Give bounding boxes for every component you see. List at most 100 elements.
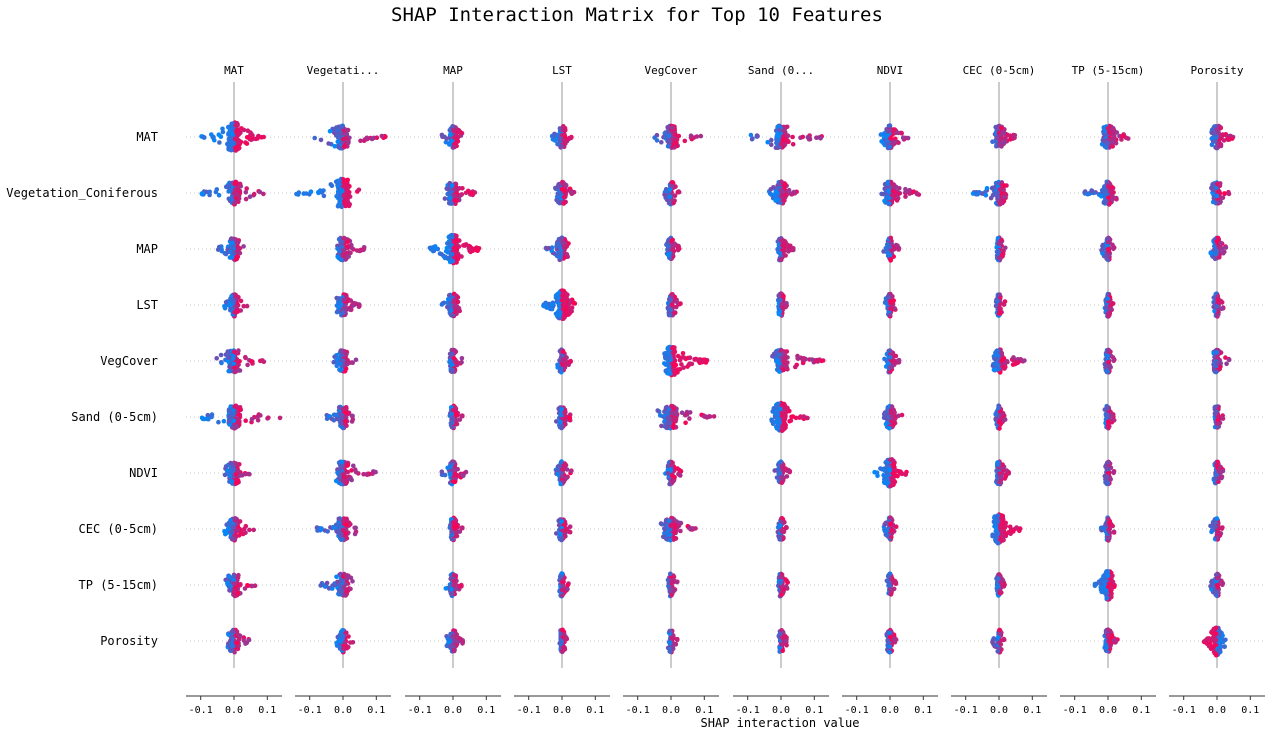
shap-point	[243, 418, 248, 424]
shap-point	[662, 192, 667, 198]
cell-swarm	[439, 291, 463, 319]
shap-point	[349, 242, 354, 248]
shap-point	[1225, 136, 1230, 141]
shap-point	[994, 298, 1000, 304]
shap-point	[241, 303, 246, 309]
shap-point	[231, 190, 237, 196]
shap-point	[888, 235, 894, 241]
shap-point	[334, 309, 340, 315]
shap-point	[879, 139, 884, 144]
shap-point	[238, 298, 244, 304]
shap-point	[244, 135, 250, 140]
cell-swarm	[994, 235, 1008, 263]
shap-point	[780, 366, 786, 372]
shap-point	[896, 140, 901, 145]
row-label: VegCover	[100, 354, 158, 368]
shap-point	[790, 134, 795, 140]
shap-point	[786, 139, 791, 144]
shap-point	[780, 243, 785, 248]
shap-point	[671, 363, 677, 368]
shap-point	[334, 363, 340, 369]
cell-swarm	[662, 344, 710, 378]
shap-point	[474, 247, 479, 253]
column-label: Porosity	[1191, 64, 1244, 77]
shap-point	[778, 257, 784, 262]
shap-point	[217, 140, 222, 145]
shap-point	[776, 352, 782, 358]
shap-point	[1107, 129, 1112, 135]
shap-point	[997, 187, 1003, 192]
shap-point	[675, 247, 681, 252]
shap-point	[888, 306, 893, 312]
shap-point	[462, 242, 467, 248]
shap-point	[907, 187, 912, 193]
shap-point	[444, 186, 450, 191]
shap-point	[1114, 197, 1119, 202]
shap-point	[449, 308, 454, 313]
shap-point	[1226, 357, 1232, 363]
shap-point	[219, 360, 224, 366]
shap-point	[228, 249, 233, 255]
shap-point	[357, 248, 363, 254]
shap-point	[450, 124, 455, 129]
shap-point	[571, 300, 577, 306]
cell-swarm	[775, 291, 789, 318]
shap-point	[219, 248, 224, 254]
cell-swarm	[543, 235, 571, 263]
column-label: VegCover	[645, 64, 698, 77]
shap-point	[1125, 136, 1131, 141]
shap-point	[677, 357, 683, 363]
shap-point	[667, 194, 673, 200]
shap-point	[220, 129, 226, 135]
shap-point	[1213, 135, 1219, 140]
shap-point	[449, 233, 454, 239]
shap-point	[1089, 188, 1095, 194]
shap-point	[1000, 358, 1005, 363]
shap-point	[199, 415, 205, 421]
shap-point	[214, 356, 219, 361]
shap-point	[1208, 250, 1214, 256]
shap-point	[232, 292, 238, 297]
shap-point	[1100, 243, 1105, 249]
shap-point	[666, 306, 671, 312]
shap-point	[1111, 190, 1116, 195]
shap-point	[558, 254, 563, 260]
x-tick-label: 0.0	[334, 705, 352, 716]
shap-point	[232, 349, 237, 355]
shap-point	[560, 359, 566, 364]
shap-point	[237, 181, 243, 187]
shap-point	[444, 136, 449, 141]
x-tick-label: 0.1	[586, 705, 604, 716]
row-label: LST	[136, 298, 158, 312]
shap-point	[1214, 193, 1220, 199]
shap-point	[774, 358, 780, 364]
shap-point	[248, 130, 253, 135]
shap-point	[777, 369, 782, 374]
shap-point	[887, 201, 892, 206]
row-label: MAP	[136, 242, 158, 256]
shap-point	[790, 191, 795, 196]
shap-point	[255, 418, 261, 423]
shap-point	[335, 139, 341, 145]
shap-point	[669, 238, 675, 244]
shap-point	[806, 137, 812, 142]
shap-point	[976, 190, 982, 196]
shap-point	[559, 236, 564, 241]
row-label: Sand (0-5cm)	[71, 410, 158, 424]
x-tick-label: -0.1	[189, 705, 213, 716]
x-tick-label: 0.1	[1023, 705, 1041, 716]
shap-point	[551, 134, 557, 139]
shap-point	[212, 137, 217, 143]
row-label: MAT	[136, 130, 158, 144]
shap-point	[793, 364, 798, 370]
shap-point	[888, 258, 893, 263]
cell-swarm	[990, 347, 1027, 375]
shap-point	[1219, 246, 1225, 251]
shap-point	[261, 191, 266, 197]
shap-point	[352, 301, 357, 306]
shap-point	[546, 245, 551, 251]
column-label: Sand (0...	[748, 64, 814, 77]
cell-swarm	[555, 347, 573, 375]
cell-swarm	[1209, 180, 1232, 206]
shap-point	[785, 367, 790, 372]
